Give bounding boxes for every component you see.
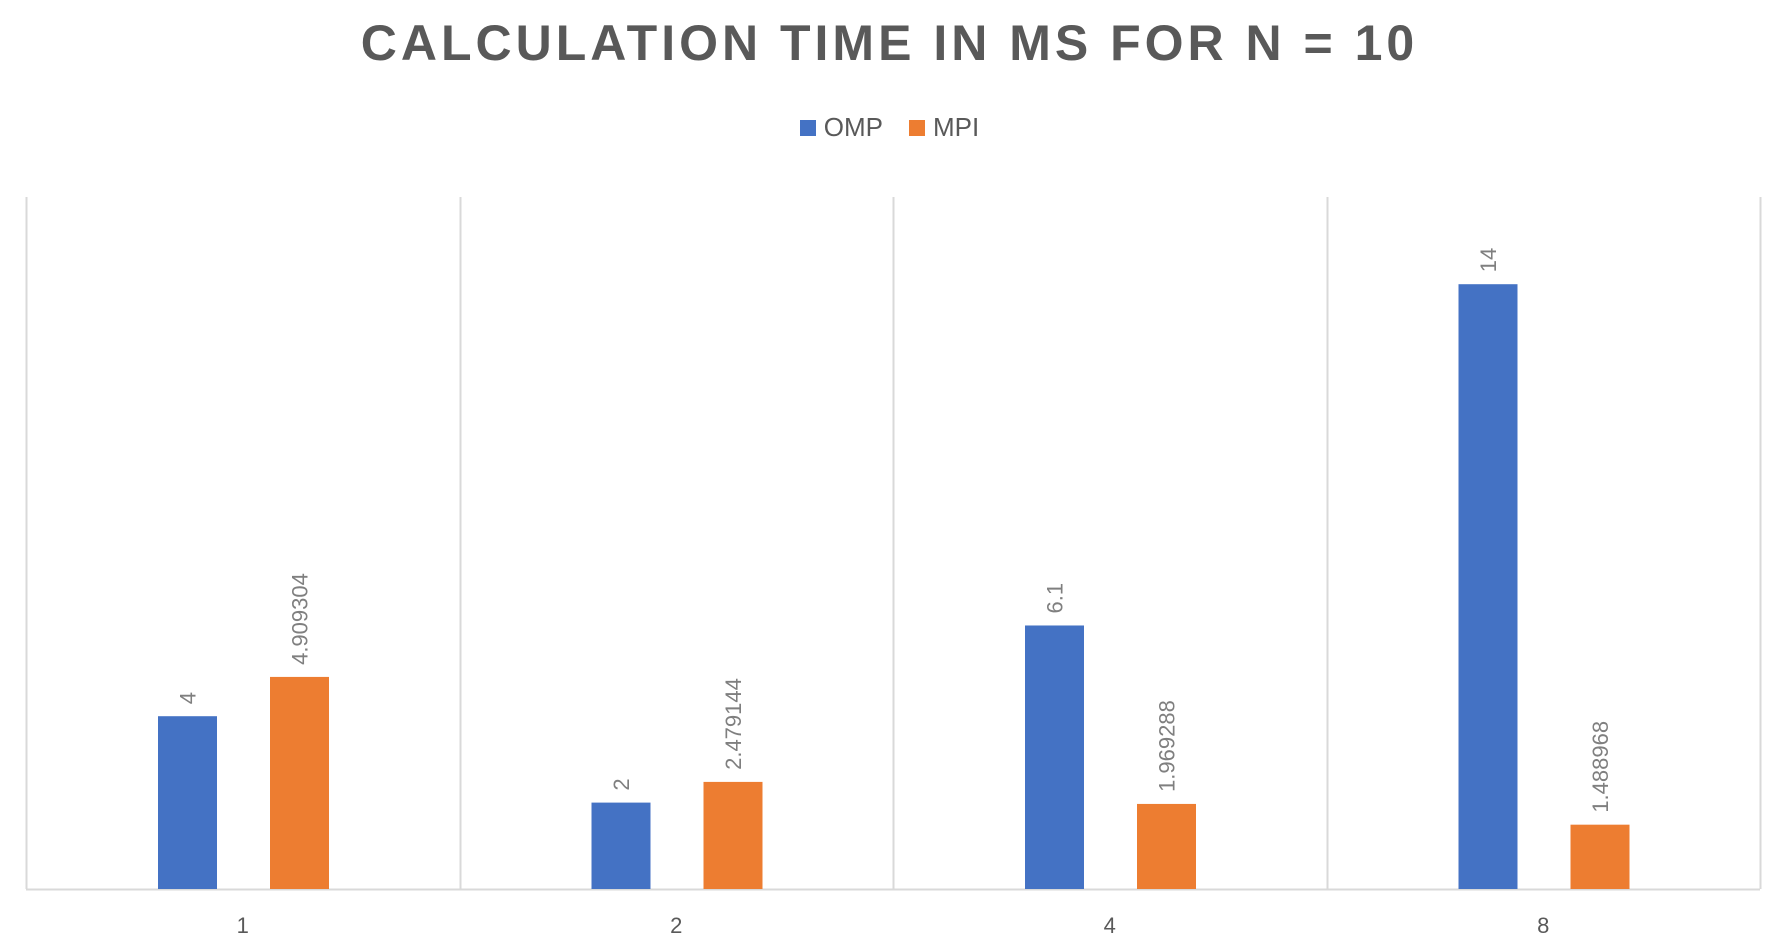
chart-title: CALCULATION TIME IN MS FOR N = 10 <box>360 15 1419 71</box>
data-label-omp-2: 2 <box>609 778 634 790</box>
bar-omp-1[interactable] <box>158 716 217 889</box>
x-tick-label-4: 4 <box>1104 913 1116 938</box>
data-label-omp-1: 4 <box>176 692 201 704</box>
legend-swatch-omp <box>799 119 816 136</box>
bar-omp-8[interactable] <box>1458 284 1518 889</box>
data-label-mpi-4: 1.969288 <box>1155 700 1180 792</box>
legend-label-omp: OMP <box>823 112 883 142</box>
data-label-omp-4: 6.1 <box>1043 583 1068 614</box>
x-tick-label-8: 8 <box>1537 913 1549 938</box>
bar-omp-2[interactable] <box>591 802 651 889</box>
bar-omp-4[interactable] <box>1025 625 1084 889</box>
data-label-mpi-8: 1.488968 <box>1588 721 1613 813</box>
legend-item-omp[interactable]: OMP <box>799 112 883 143</box>
data-label-omp-8: 14 <box>1476 248 1501 272</box>
bar-mpi-8[interactable] <box>1570 824 1630 889</box>
data-label-mpi-1: 4.909304 <box>288 573 313 665</box>
x-tick-label-1: 1 <box>237 913 249 938</box>
data-label-mpi-2: 2.479144 <box>721 678 746 770</box>
bar-mpi-4[interactable] <box>1137 803 1196 889</box>
bar-mpi-2[interactable] <box>703 781 763 889</box>
legend-swatch-mpi <box>909 119 925 136</box>
bar-mpi-1[interactable] <box>270 676 329 889</box>
x-tick-label-2: 2 <box>670 913 682 938</box>
legend: OMP MPI <box>0 112 1779 143</box>
legend-item-mpi[interactable]: MPI <box>909 112 979 143</box>
legend-label-mpi: MPI <box>933 112 980 142</box>
